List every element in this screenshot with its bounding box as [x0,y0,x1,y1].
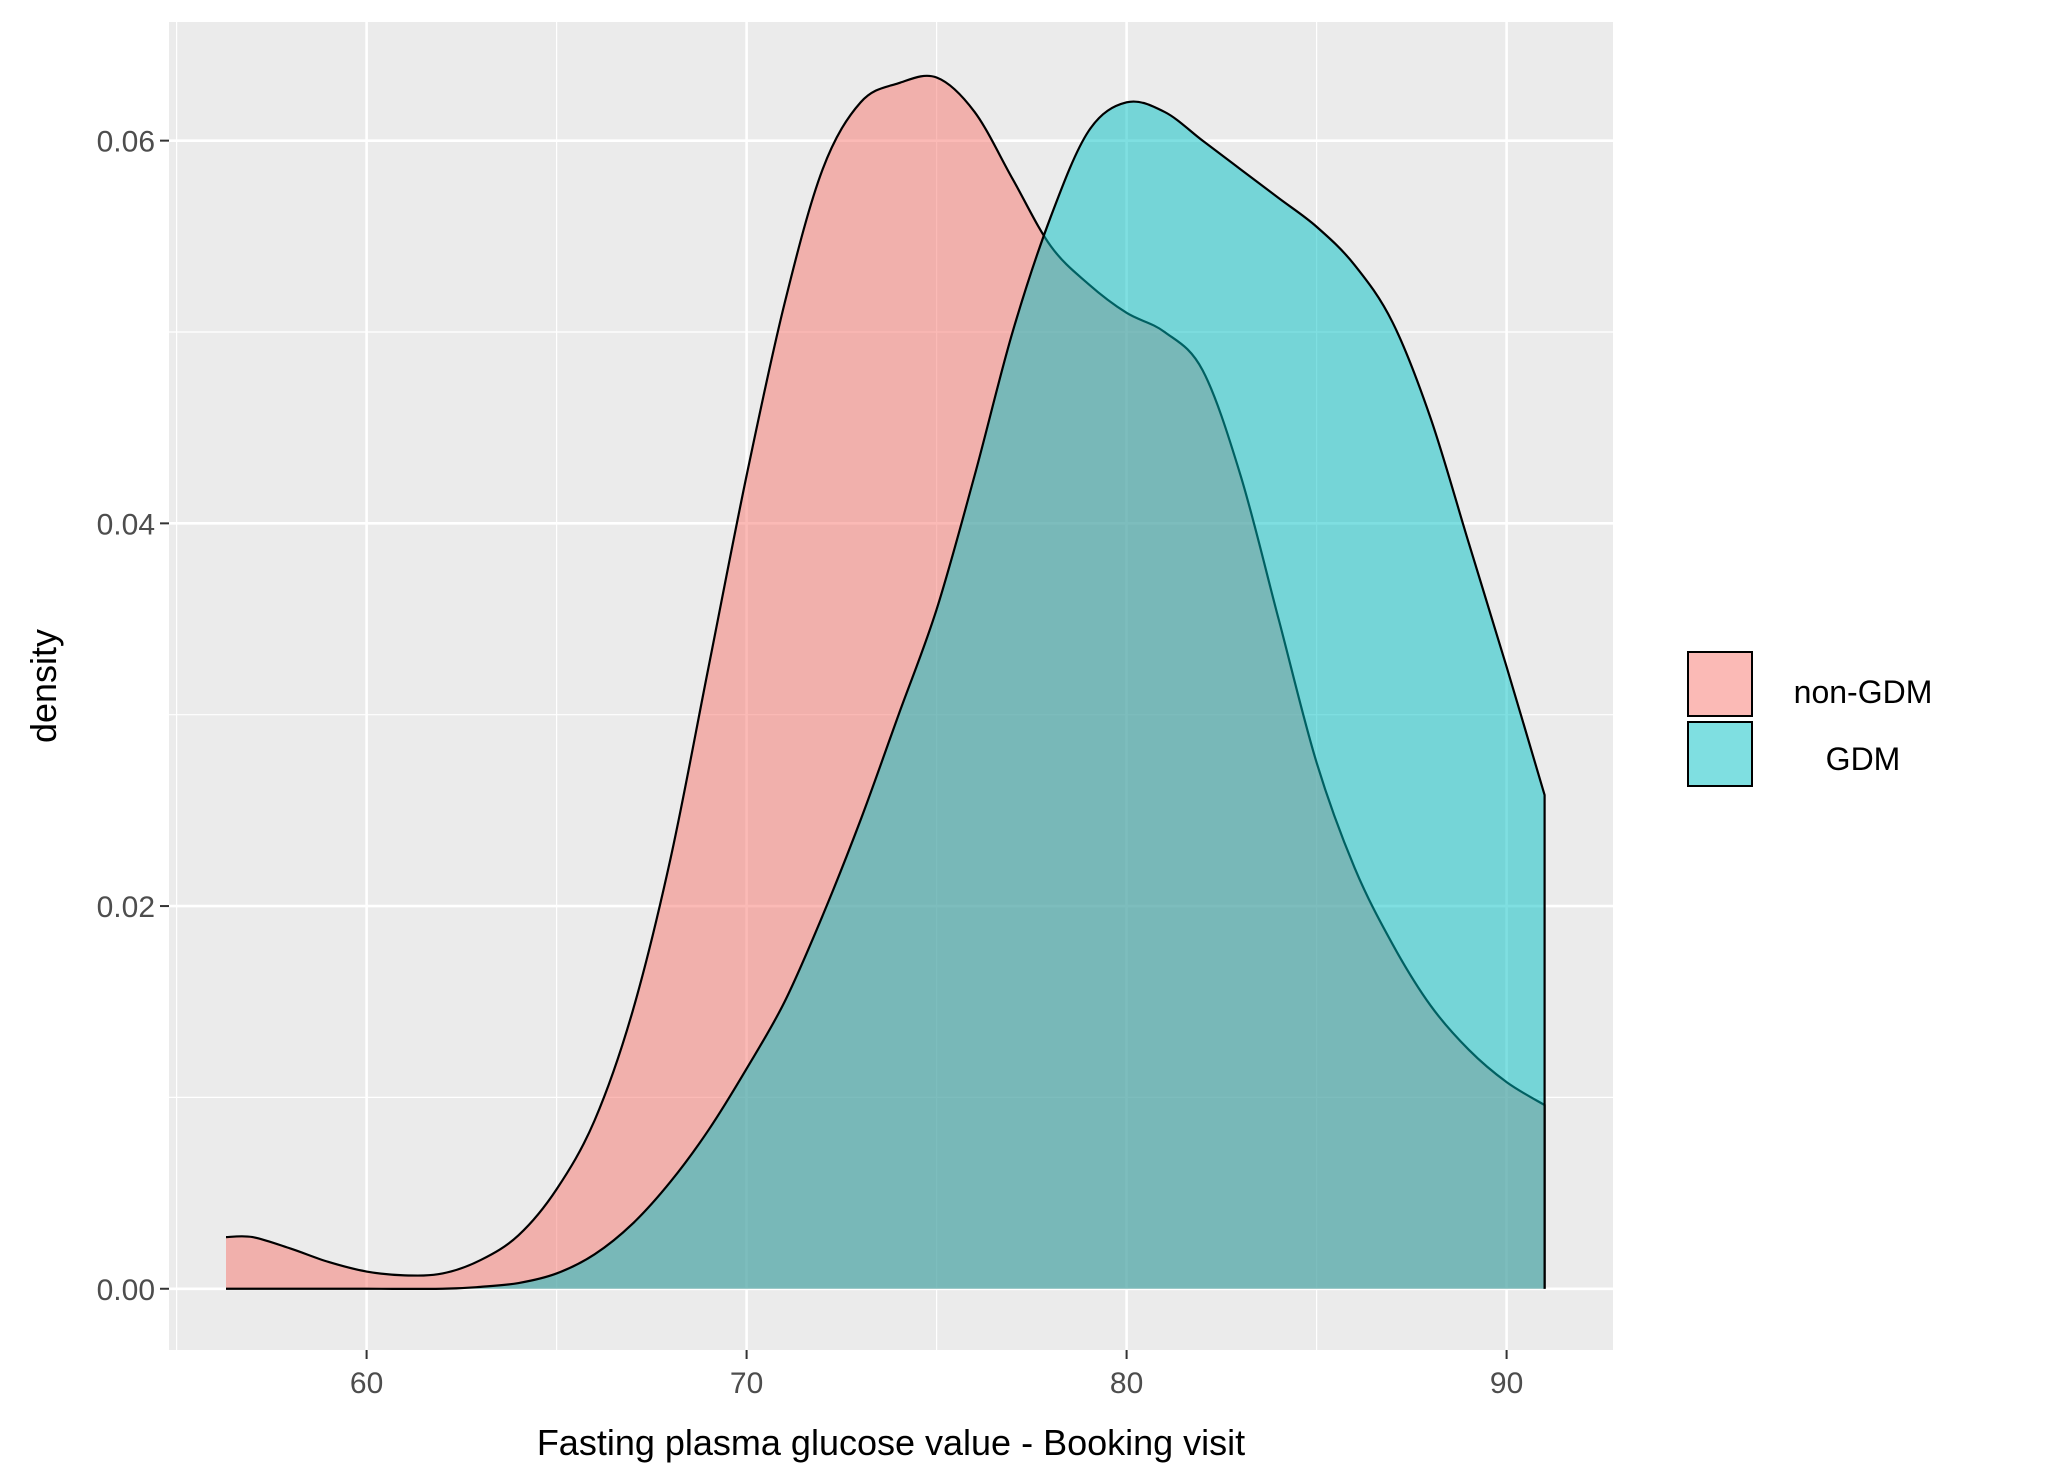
legend-key-non-gdm [1687,651,1753,717]
legend-key-gdm [1687,721,1753,787]
y-axis: 0.00 0.02 0.04 0.06 [97,126,169,1307]
x-tick-label: 60 [350,1367,383,1400]
y-tick-label: 0.06 [97,126,155,159]
y-tick-label: 0.02 [97,891,155,924]
x-axis-title: Fasting plasma glucose value - Booking v… [537,1422,1245,1463]
x-axis: 60 70 80 90 [350,1350,1523,1400]
density-area-gdm [226,101,1545,1289]
legend-label-non-gdm: non-GDM [1794,674,1933,710]
x-tick-label: 80 [1110,1367,1143,1400]
x-tick-label: 90 [1490,1367,1523,1400]
y-tick-label: 0.00 [97,1274,155,1307]
y-axis-title: density [23,629,64,743]
density-curve-gdm [225,100,1546,1291]
y-tick-label: 0.04 [97,508,155,541]
legend-label-gdm: GDM [1826,741,1901,777]
x-tick-label: 70 [730,1367,763,1400]
density-areas [225,74,1546,1291]
legend: non-GDM GDM [1687,651,1933,787]
